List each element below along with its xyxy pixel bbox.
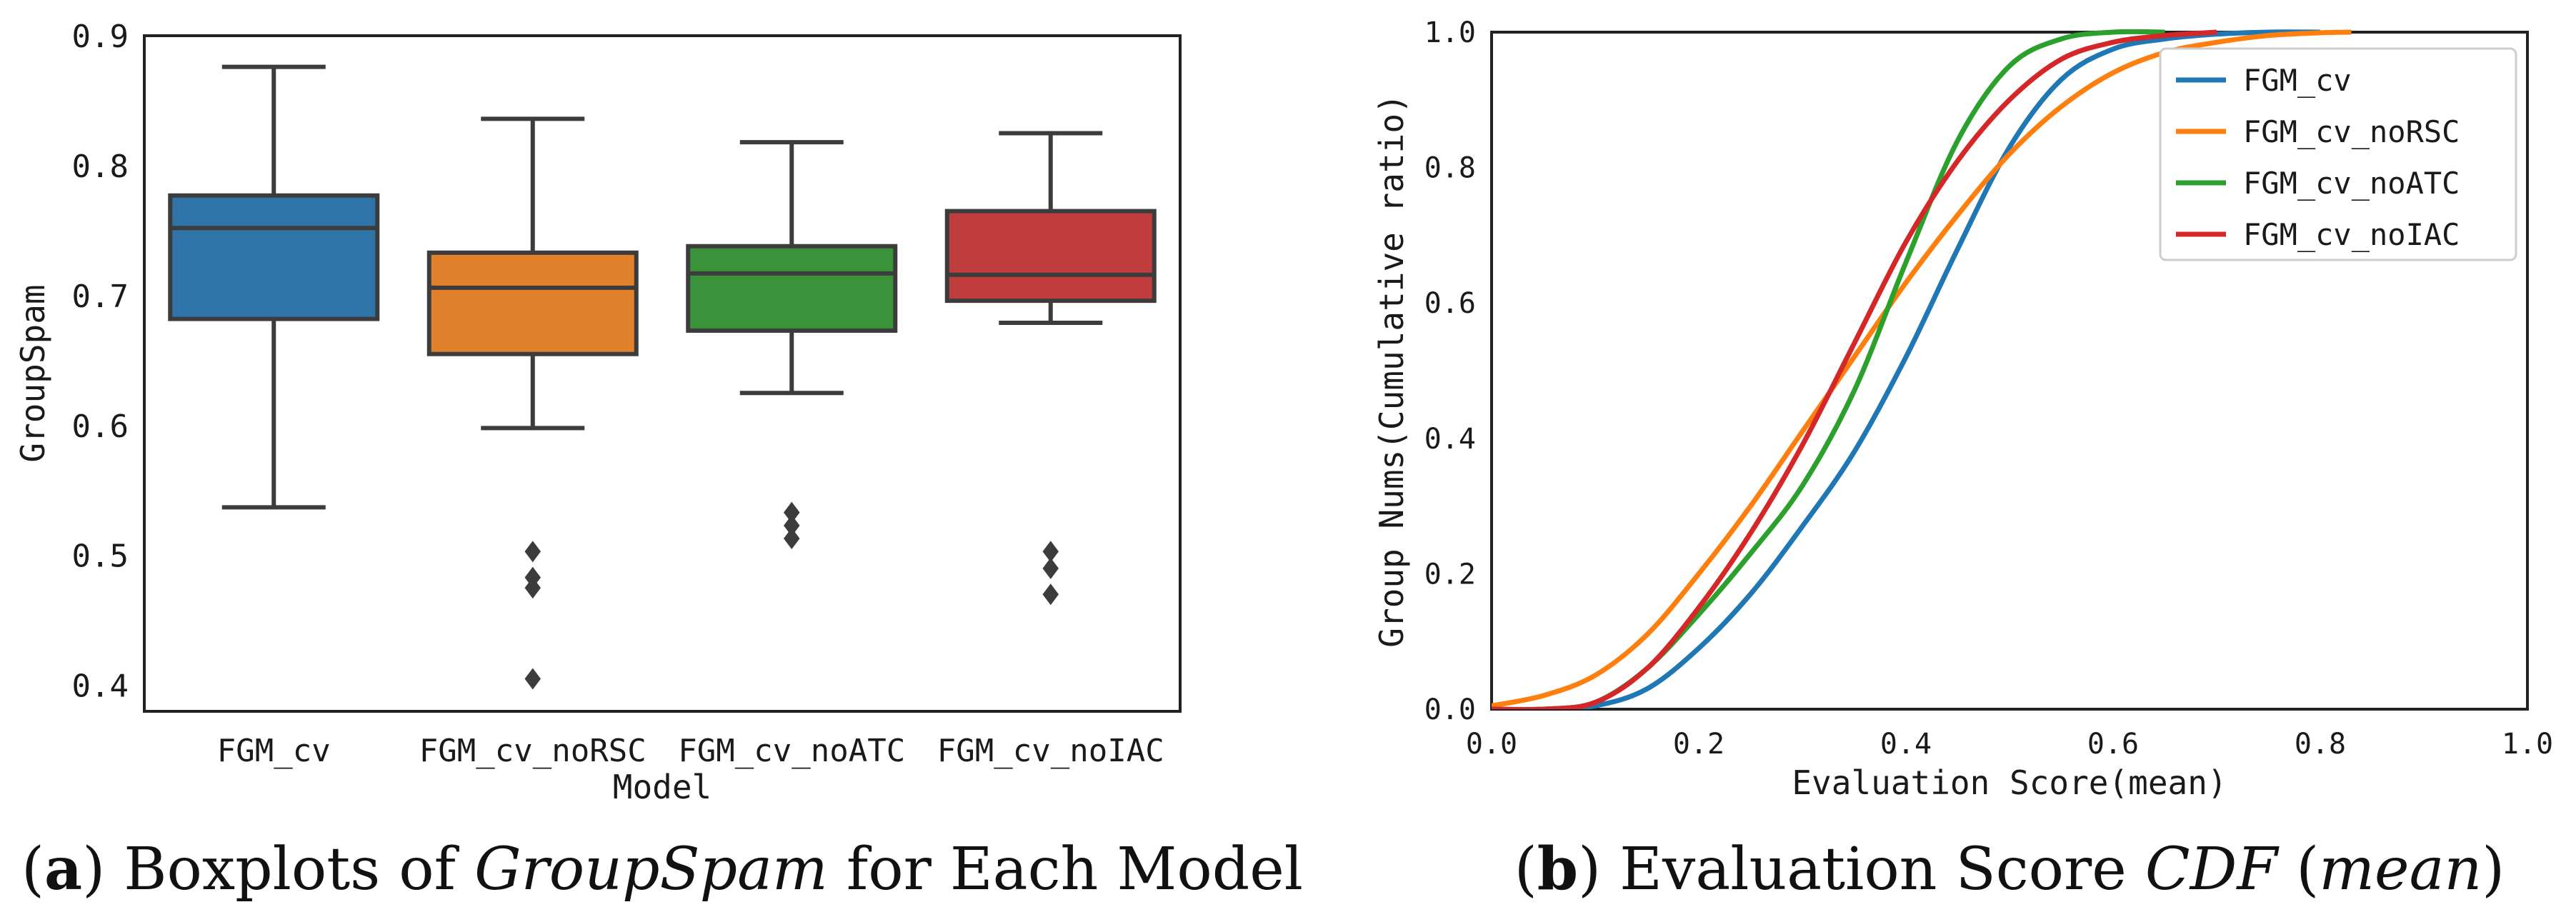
outlier-point xyxy=(784,528,800,550)
cdf-x-tick-label: 0.4 xyxy=(1880,728,1932,761)
cdf-line-FGM_cv_noIAC xyxy=(1492,29,2217,709)
boxplot-x-axis-label: Model xyxy=(613,768,712,806)
boxplot-y-tick-label: 0.4 xyxy=(72,668,129,705)
cdf-x-tick-label: 0.2 xyxy=(1673,728,1724,761)
outlier-point xyxy=(784,514,800,536)
outlier-point xyxy=(524,577,541,599)
outlier-point xyxy=(524,668,541,690)
cdf-x-axis-label: Evaluation Score(mean) xyxy=(1792,763,2227,802)
boxplot-caption-prefix: Boxplots of xyxy=(105,836,474,903)
cdf-plot-frame xyxy=(1490,31,2529,711)
box-iqr xyxy=(944,209,1157,304)
cdf-y-tick-label: 0.0 xyxy=(1424,693,1476,726)
legend-label-FGM_cv: FGM_cv xyxy=(2243,63,2352,98)
cdf-legend: FGM_cv FGM_cv_noRSC FGM_cv_noATC FGM_cv_noI… xyxy=(2159,47,2517,261)
boxplot-boxes xyxy=(168,64,1157,690)
boxplot-x-tick-label: FGM_cv_noATC xyxy=(678,733,905,769)
cdf-y-tick-label: 0.6 xyxy=(1424,287,1476,320)
boxplot-caption-letter: a xyxy=(44,835,82,903)
boxplot-caption: (a) Boxplots of GroupSpam for Each Model xyxy=(21,835,1303,903)
cdf-legend-frame xyxy=(2159,47,2517,261)
boxplot-y-ticks: 0.4 0.5 0.6 0.7 0.8 0.9 xyxy=(72,19,129,705)
cdf-caption: (b) Evaluation Score CDF (mean) xyxy=(1514,835,2505,903)
cdf-line-FGM_cv xyxy=(1492,29,2321,709)
cdf-x-tick-label: 1.0 xyxy=(2502,728,2553,761)
cdf-line-FGM_cv_noATC xyxy=(1492,29,2165,709)
boxplot-caption-suffix: for Each Model xyxy=(828,836,1303,903)
cdf-panel: 0.0 0.2 0.4 0.6 0.8 1.0 0.0 0.2 0.4 0.6 0.8 1.0 Ev… xyxy=(1372,16,2553,903)
outlier-point xyxy=(1042,583,1059,606)
boxplot-x-tick-label: FGM_cv_noRSC xyxy=(419,733,647,769)
cdf-y-tick-label: 1.0 xyxy=(1424,16,1476,49)
box-iqr xyxy=(168,193,380,321)
boxplot-y-tick-label: 0.6 xyxy=(72,409,129,445)
cdf-caption-prefix: Evaluation Score xyxy=(1601,836,2145,903)
boxplot-y-tick-label: 0.5 xyxy=(72,538,129,575)
box-FGM_cv_noRSC xyxy=(426,116,639,690)
cdf-x-tick-label: 0.6 xyxy=(2087,728,2139,761)
cdf-x-tick-label: 0.8 xyxy=(2295,728,2346,761)
cdf-caption-italic: CDF xyxy=(2145,836,2280,903)
cdf-y-tick-label: 0.8 xyxy=(1424,152,1476,185)
cdf-series-lines xyxy=(1492,29,2352,709)
legend-label-FGM_cv_noATC: FGM_cv_noATC xyxy=(2243,166,2460,201)
cdf-x-tick-label: 0.0 xyxy=(1466,728,1517,761)
boxplot-y-tick-label: 0.9 xyxy=(72,19,129,55)
outlier-point xyxy=(1042,541,1059,563)
cdf-caption-middle: ( xyxy=(2277,836,2319,903)
box-FGM_cv_noIAC xyxy=(944,131,1157,606)
cdf-x-ticks: 0.0 0.2 0.4 0.6 0.8 1.0 xyxy=(1466,728,2553,761)
cdf-line-FGM_cv_noRSC xyxy=(1492,29,2352,708)
cdf-caption-suffix: ) xyxy=(2482,836,2505,903)
boxplot-x-tick-label: FGM_cv xyxy=(217,733,331,769)
cdf-y-axis-label: Group Nums(Cumulative ratio) xyxy=(1372,94,1411,647)
boxplot-x-tick-label: FGM_cv_noIAC xyxy=(937,733,1164,769)
cdf-y-tick-label: 0.4 xyxy=(1424,423,1476,456)
box-iqr xyxy=(686,244,898,333)
boxplot-plot-frame xyxy=(143,34,1182,713)
box-FGM_cv_noATC xyxy=(686,140,898,550)
boxplot-caption-italic: GroupSpam xyxy=(474,836,828,903)
legend-label-FGM_cv_noRSC: FGM_cv_noRSC xyxy=(2243,114,2460,149)
boxplot-y-axis-label: GroupSpam xyxy=(14,284,52,462)
cdf-caption-letter: b xyxy=(1537,835,1578,903)
boxplot-x-ticks: FGM_cv FGM_cv_noRSC FGM_cv_noATC FGM_cv_noI… xyxy=(217,733,1164,769)
cdf-caption-italic2: mean xyxy=(2319,836,2482,903)
outlier-point xyxy=(784,501,800,523)
boxplot-y-tick-label: 0.7 xyxy=(72,279,129,315)
boxplot-panel: 0.40.50.60.70.80.9 FGM_cv FGM_cv_noRSC FGM… xyxy=(14,19,1303,903)
legend-label-FGM_cv_noIAC: FGM_cv_noIAC xyxy=(2243,217,2460,252)
box-FGM_cv xyxy=(168,64,380,510)
outlier-point xyxy=(524,541,541,563)
boxplot-y-tick-label: 0.8 xyxy=(72,149,129,185)
box-iqr xyxy=(426,250,639,356)
cdf-y-tick-label: 0.2 xyxy=(1424,558,1476,591)
cdf-y-ticks: 0.0 0.2 0.4 0.6 0.8 1.0 xyxy=(1424,16,1476,726)
outlier-point xyxy=(1042,557,1059,579)
